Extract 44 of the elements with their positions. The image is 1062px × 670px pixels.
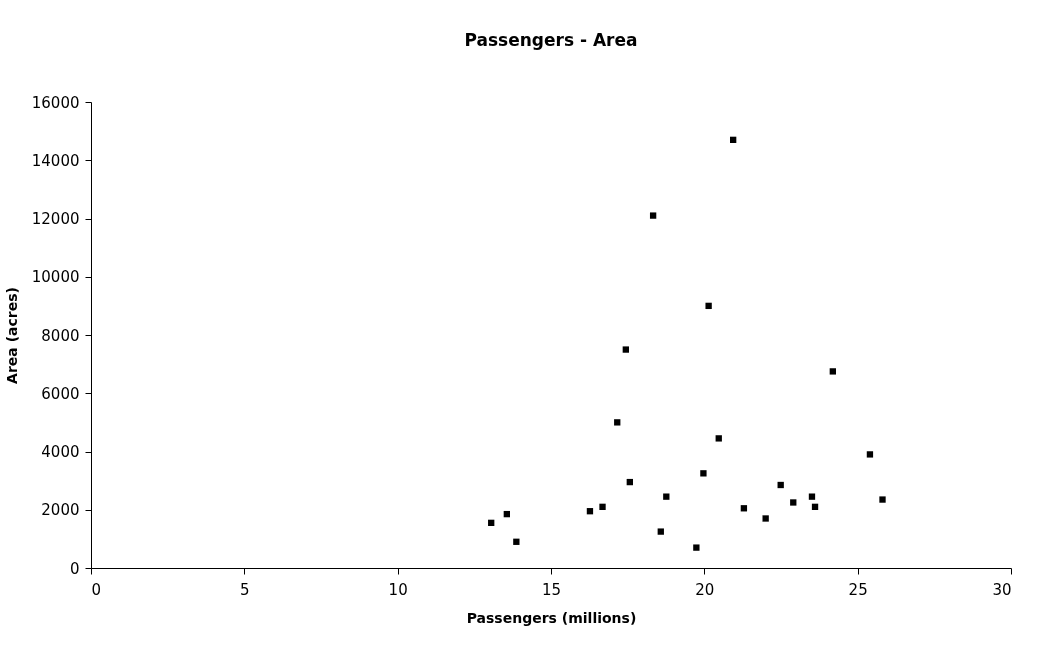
y-tick-label: 8000 [41, 326, 80, 345]
x-tick-label: 5 [240, 580, 250, 599]
x-tick-label: 15 [541, 580, 562, 599]
point [829, 368, 836, 375]
point [790, 499, 797, 506]
point [700, 470, 707, 477]
point [626, 478, 633, 486]
point [777, 481, 784, 489]
point [693, 544, 700, 551]
x-tick-label: 10 [388, 580, 408, 599]
point [649, 212, 657, 219]
point [622, 346, 629, 353]
y-tick-label: 10000 [31, 268, 80, 287]
x-tick-label: 30 [992, 580, 1012, 599]
y-tick-label: 12000 [31, 210, 80, 228]
point [715, 435, 722, 442]
point [614, 419, 621, 426]
y-tick-label: 0 [69, 559, 80, 578]
point [503, 510, 510, 518]
y-tick-label: 4000 [41, 443, 80, 461]
point [762, 515, 769, 522]
point [811, 503, 819, 510]
point [808, 493, 816, 500]
y-tick-label: 14000 [31, 151, 80, 170]
point [730, 136, 737, 144]
point [879, 496, 886, 503]
y-tick-label: 16000 [31, 93, 80, 112]
x-tick-label: 20 [695, 580, 715, 599]
x-tick-label: 25 [848, 580, 868, 599]
point [740, 505, 748, 512]
point [663, 493, 670, 500]
y-axis-title: Area (acres) [3, 287, 20, 384]
x-axis-title: Passengers (millions) [466, 609, 637, 626]
chart-title: Passengers - Area [464, 30, 638, 50]
y-tick-label: 2000 [41, 501, 80, 520]
point [513, 538, 520, 545]
point [866, 451, 874, 458]
x-tick-label: 0 [91, 580, 102, 599]
y-tick-label: 6000 [41, 384, 80, 403]
point [488, 519, 495, 527]
point [705, 302, 712, 310]
point [599, 503, 606, 510]
point [586, 508, 594, 515]
point [657, 528, 664, 535]
